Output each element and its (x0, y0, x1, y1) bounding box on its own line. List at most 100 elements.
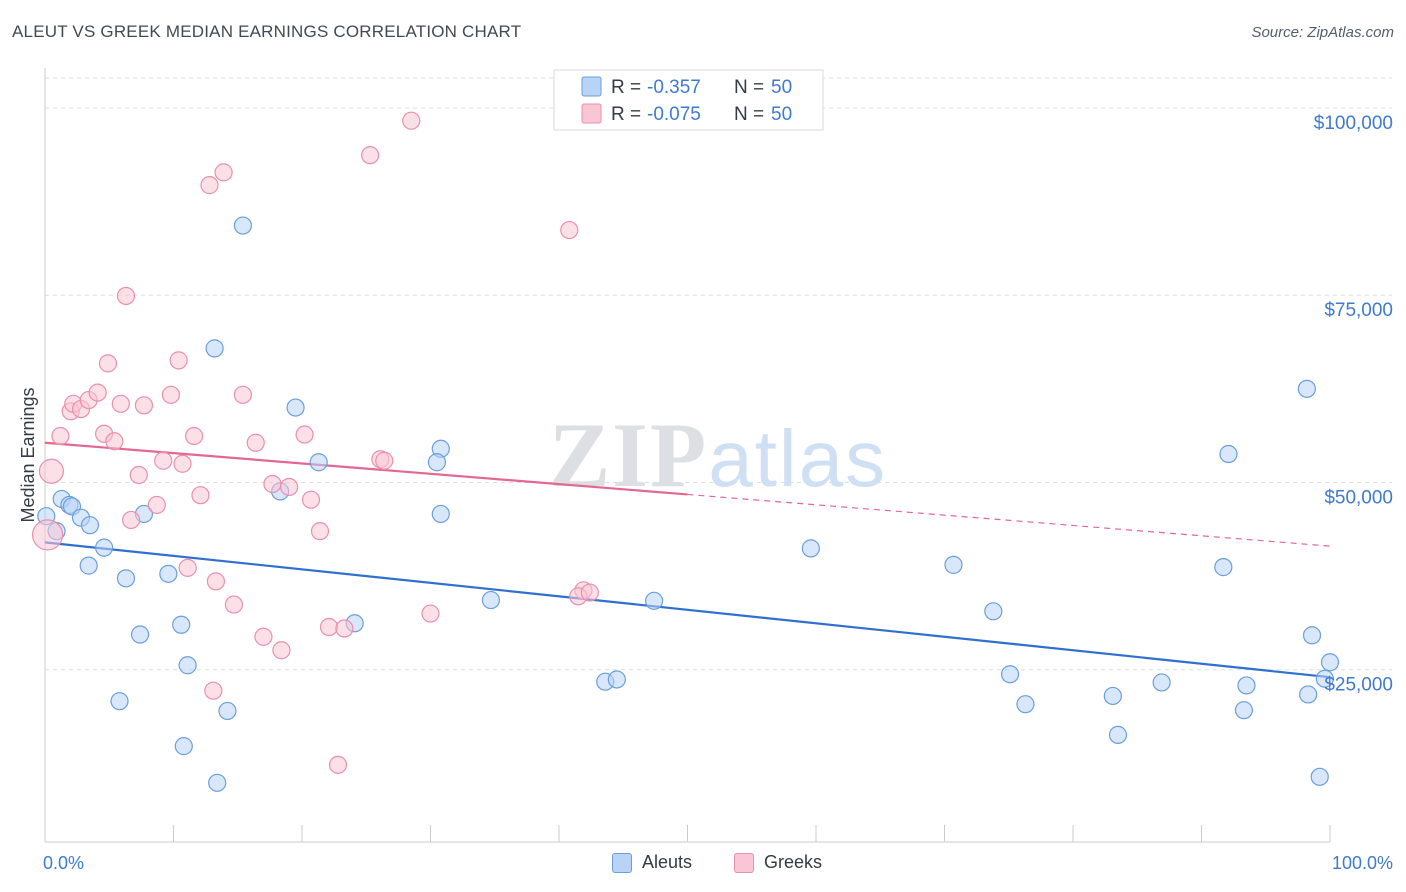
greeks-point-7 (88, 383, 107, 402)
greeks-point-23 (191, 486, 210, 505)
greeks-point-26 (206, 572, 226, 591)
aleuts-point-42 (1234, 701, 1254, 720)
greeks-point-38 (319, 617, 339, 637)
aleuts-point-10 (110, 692, 129, 711)
greeks-point-35 (295, 425, 314, 444)
legend-bottom-swatch-greeks (734, 852, 754, 873)
greeks-point-15 (134, 396, 154, 415)
greeks-point-27 (214, 163, 233, 182)
watermark-atlas: atlas (708, 414, 887, 503)
greeks-point-25 (204, 681, 223, 700)
chart-source: Source: ZipAtlas.com (1251, 24, 1394, 41)
aleuts-point-33 (944, 555, 963, 574)
greeks-point-33 (272, 641, 291, 660)
y-tick-label-0: $25,000 (1324, 675, 1393, 696)
greeks-point-20 (173, 454, 192, 473)
greeks-point-10 (105, 432, 124, 451)
aleuts-point-28 (481, 590, 500, 610)
legend-r-value-greeks: -0.075 (647, 104, 701, 125)
greeks-point-17 (154, 451, 173, 470)
greeks-point-1 (38, 458, 65, 484)
aleuts-point-13 (159, 564, 178, 583)
greeks-point-49 (580, 583, 599, 602)
greeks-trend-line-extension (687, 493, 1331, 547)
aleuts-point-27 (431, 504, 450, 524)
aleuts-point-18 (218, 701, 237, 721)
greeks-point-2 (51, 426, 70, 446)
aleuts-point-35 (1000, 665, 1020, 684)
greeks-point-12 (116, 286, 136, 306)
aleuts-point-8 (95, 538, 114, 557)
legend-n-value-aleuts: 50 (771, 77, 792, 98)
legend-bottom-label-greeks: Greeks (764, 852, 823, 872)
greeks-point-16 (147, 495, 166, 515)
greeks-point-36 (301, 490, 321, 509)
greeks-trend-line (44, 441, 688, 496)
y-tick-label-3: $100,000 (1314, 113, 1393, 134)
aleuts-point-9 (116, 569, 136, 588)
x-tick-label-0: 0.0% (43, 853, 84, 873)
axes-layer (44, 68, 1331, 843)
watermark: ZIPatlas (549, 404, 887, 506)
labels-layer: $25,000 $50,000 $75,000 $100,000 0.0% 100.0% M… (18, 113, 1393, 873)
aleuts-point-15 (178, 656, 197, 675)
trend-layer (44, 441, 1331, 679)
legend-swatch-greeks (581, 103, 602, 124)
greeks-point-43 (375, 451, 394, 470)
greeks-point-45 (421, 604, 440, 623)
legend-bottom-swatch-aleuts (612, 852, 632, 873)
y-axis-label: Median Earnings (18, 387, 38, 522)
aleuts-point-30 (607, 670, 626, 689)
aleuts-point-31 (644, 591, 664, 610)
greeks-point-22 (184, 426, 204, 446)
aleuts-point-7 (79, 556, 98, 575)
greeks-point-28 (224, 595, 243, 614)
aleuts-point-38 (1108, 725, 1128, 744)
greeks-point-32 (263, 474, 282, 494)
greeks-point-11 (111, 394, 130, 413)
aleuts-point-23 (309, 453, 328, 472)
greeks-point-39 (328, 755, 348, 774)
aleuts-point-40 (1214, 558, 1233, 577)
greeks-point-21 (178, 558, 197, 577)
legend-n-label-aleuts: N = (734, 77, 764, 98)
greeks-point-24 (200, 176, 219, 195)
legend-bottom: Aleuts Greeks (0, 852, 1406, 876)
aleuts-point-6 (80, 516, 100, 535)
greeks-point-46 (560, 220, 579, 240)
aleuts-point-20 (233, 216, 252, 235)
aleuts-point-34 (984, 602, 1003, 621)
aleuts-point-22 (286, 398, 305, 417)
x-tick-label-1: 100.0% (1332, 853, 1393, 873)
greeks-point-14 (129, 465, 148, 485)
aleuts-point-14 (172, 615, 191, 634)
aleuts-point-32 (801, 539, 820, 558)
legend-bottom-label-aleuts: Aleuts (642, 852, 693, 872)
aleuts-point-37 (1103, 686, 1122, 706)
aleuts-point-19 (205, 339, 224, 358)
legend-swatch-aleuts (581, 76, 602, 97)
greeks-point-30 (246, 433, 265, 452)
grid-layer (45, 77, 1392, 671)
legend-n-value-greeks: 50 (771, 104, 792, 125)
greeks-point-29 (233, 385, 252, 404)
aleuts-point-48 (1315, 669, 1334, 688)
greeks-point-13 (121, 510, 141, 530)
aleuts-point-44 (1297, 379, 1316, 398)
legend-n-label-greeks: N = (734, 104, 764, 125)
greeks-point-44 (402, 111, 421, 130)
aleuts-point-17 (208, 773, 227, 792)
aleuts-point-11 (130, 625, 150, 644)
aleuts-point-26 (427, 453, 447, 472)
aleuts-point-45 (1299, 685, 1318, 704)
greeks-point-9 (98, 354, 118, 373)
y-tick-label-2: $75,000 (1324, 300, 1393, 321)
aleuts-point-47 (1310, 767, 1329, 786)
legend-r-value-aleuts: -0.357 (647, 77, 701, 98)
chart-title: ALEUT VS GREEK MEDIAN EARNINGS CORRELATI… (12, 22, 522, 41)
greeks-point-41 (361, 146, 380, 165)
aleuts-point-36 (1016, 695, 1035, 714)
aleuts-point-41 (1219, 444, 1238, 464)
greeks-point-19 (169, 351, 188, 370)
